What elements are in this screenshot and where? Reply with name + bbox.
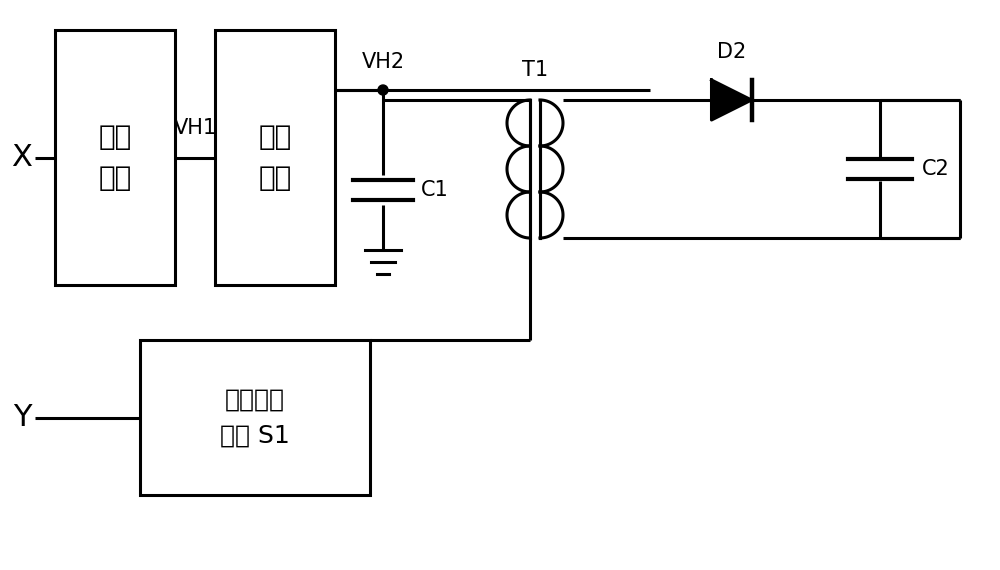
Text: Y: Y: [13, 403, 31, 432]
Text: C2: C2: [922, 159, 950, 179]
Bar: [55, 30, 175, 285]
Text: T1: T1: [522, 60, 548, 80]
Text: C1: C1: [421, 180, 449, 200]
Bar: [215, 30, 335, 285]
Circle shape: [378, 85, 388, 95]
Text: 滤波
单元: 滤波 单元: [98, 123, 132, 192]
Text: VH1: VH1: [173, 117, 217, 137]
Text: X: X: [12, 143, 32, 172]
Bar: [140, 340, 370, 495]
Polygon shape: [712, 80, 752, 120]
Text: 整流
单元: 整流 单元: [258, 123, 292, 192]
Text: 控制驱动
单元 S1: 控制驱动 单元 S1: [220, 388, 290, 447]
Text: D2: D2: [717, 42, 746, 62]
Text: VH2: VH2: [361, 52, 405, 72]
